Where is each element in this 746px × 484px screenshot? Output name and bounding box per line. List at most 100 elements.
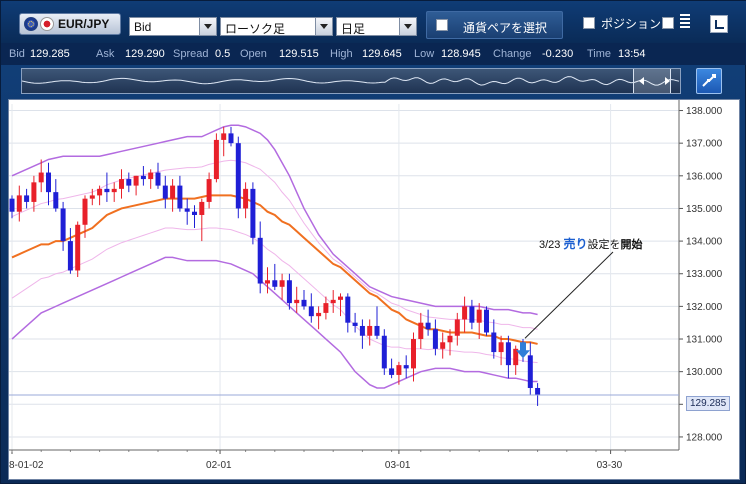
candle-body bbox=[89, 195, 95, 199]
chevron-down-icon[interactable] bbox=[399, 18, 416, 35]
open-value: 129.515 bbox=[279, 48, 319, 60]
candle-body bbox=[133, 175, 139, 186]
chevron-down-icon[interactable] bbox=[315, 18, 332, 35]
arrow-right-icon[interactable] bbox=[665, 77, 670, 85]
candle-body bbox=[53, 192, 59, 209]
candle-body bbox=[316, 312, 322, 317]
candle-body bbox=[250, 188, 256, 238]
candle-body bbox=[454, 319, 460, 336]
candle-body bbox=[38, 172, 44, 183]
candle-body bbox=[235, 143, 241, 209]
candle-body bbox=[308, 306, 314, 317]
overview-strip[interactable] bbox=[21, 68, 681, 94]
position-extra-checkbox[interactable] bbox=[662, 17, 674, 29]
x-tick-label: 8-01-02 bbox=[9, 460, 44, 471]
arrow-left-icon[interactable] bbox=[639, 77, 644, 85]
symbol-button[interactable]: EUR/JPY bbox=[19, 13, 121, 35]
candle-body bbox=[286, 280, 292, 304]
timeframe-select[interactable]: 日足 bbox=[336, 17, 417, 36]
x-tick-label: 03-30 bbox=[597, 460, 623, 471]
candle-body bbox=[418, 322, 424, 340]
chevron-down-icon[interactable] bbox=[199, 18, 216, 35]
annotation-leader-line bbox=[524, 251, 614, 339]
candle-body bbox=[411, 339, 416, 369]
candle-body bbox=[272, 280, 278, 287]
japan-flag-icon bbox=[40, 17, 54, 31]
candle-body bbox=[505, 342, 511, 366]
position-checkbox[interactable] bbox=[583, 17, 595, 29]
candlestick-chart[interactable]: 138.000 137.000 136.000 135.000 134.000 133.0… bbox=[8, 99, 740, 480]
candle-body bbox=[476, 309, 482, 323]
candle-body bbox=[367, 325, 373, 336]
candle-body bbox=[484, 309, 489, 333]
candle-body bbox=[425, 322, 431, 330]
bollinger-lower-line bbox=[11, 256, 538, 389]
candle-body bbox=[104, 188, 110, 193]
candle-body bbox=[359, 325, 365, 336]
select-pair-label: 通貨ペアを選択 bbox=[463, 21, 548, 35]
candle-body bbox=[9, 198, 15, 212]
restore-window-icon[interactable] bbox=[710, 15, 728, 33]
chart-canvas[interactable]: 138.000 137.000 136.000 135.000 134.000 133.0… bbox=[9, 100, 739, 479]
y-tick-label: 134.000 bbox=[686, 237, 723, 248]
y-tick-label: 128.000 bbox=[686, 432, 723, 443]
time-label: Time bbox=[587, 48, 612, 60]
candle-body bbox=[126, 179, 132, 186]
candle-body bbox=[432, 329, 438, 349]
y-tick-label: 138.000 bbox=[686, 106, 723, 117]
candle-body bbox=[16, 195, 22, 212]
candle-body bbox=[352, 322, 358, 326]
spread-value: 0.5 bbox=[215, 48, 231, 60]
expand-chart-button[interactable] bbox=[696, 68, 722, 94]
candle-body bbox=[243, 188, 249, 209]
select-pair-checkbox[interactable] bbox=[436, 19, 448, 31]
current-price-tag: 129.285 bbox=[686, 396, 731, 411]
candle-body bbox=[513, 348, 519, 366]
chart-type-value: ローソク足 bbox=[225, 22, 286, 36]
symbol-label: EUR/JPY bbox=[58, 17, 110, 31]
chart-type-select[interactable]: ローソク足 bbox=[220, 17, 333, 36]
candle-body bbox=[265, 280, 270, 284]
candle-body bbox=[177, 185, 183, 209]
y-tick-label: 131.000 bbox=[686, 335, 723, 346]
candle-body bbox=[462, 306, 468, 320]
select-pair-button[interactable]: 通貨ペアを選択 bbox=[426, 11, 563, 39]
y-tick-label: 135.000 bbox=[686, 204, 723, 215]
trade-annotation: 3/23 売り設定を開始 bbox=[539, 235, 643, 252]
candle-body bbox=[60, 208, 66, 242]
timeframe-value: 日足 bbox=[341, 22, 366, 36]
candle-body bbox=[469, 306, 475, 323]
candle-body bbox=[257, 237, 263, 284]
candle-body bbox=[345, 296, 351, 323]
candle-body bbox=[206, 179, 212, 202]
ask-value: 129.290 bbox=[125, 48, 165, 60]
eu-flag-icon bbox=[24, 17, 38, 31]
candle-body bbox=[97, 188, 103, 196]
candle-body bbox=[381, 335, 387, 369]
bollinger-inner-lower-line bbox=[11, 227, 538, 364]
candle-body bbox=[279, 280, 285, 287]
high-value: 129.645 bbox=[362, 48, 402, 60]
toolbar: EUR/JPY Bid ローソク足 日足 通貨ペアを選択 ポジション bbox=[1, 1, 746, 43]
candle-body bbox=[374, 325, 380, 336]
y-tick-label: 132.000 bbox=[686, 302, 723, 313]
change-label: Change bbox=[493, 48, 532, 60]
candle-body bbox=[535, 387, 541, 395]
candle-body bbox=[148, 172, 154, 180]
candle-body bbox=[491, 332, 497, 353]
candle-body bbox=[213, 139, 219, 180]
candle-body bbox=[192, 211, 197, 215]
candle-body bbox=[184, 208, 190, 212]
annotation-sell: 売り bbox=[563, 237, 588, 251]
bid-value: 129.285 bbox=[30, 48, 70, 60]
ask-label: Ask bbox=[96, 48, 115, 60]
price-type-select[interactable]: Bid bbox=[129, 17, 217, 36]
menu-icon[interactable] bbox=[680, 14, 690, 28]
annotation-mid: 設定を bbox=[587, 239, 621, 251]
candle-body bbox=[221, 133, 227, 140]
expand-arrows-icon bbox=[702, 74, 716, 87]
bollinger-upper-line bbox=[11, 124, 538, 316]
price-type-value: Bid bbox=[134, 20, 152, 34]
candle-body bbox=[498, 342, 504, 353]
